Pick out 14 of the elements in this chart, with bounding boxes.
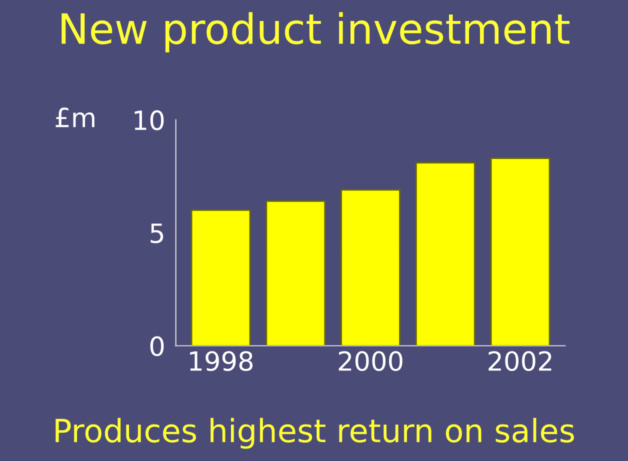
bar	[266, 200, 326, 346]
y-axis-title: £m	[56, 108, 94, 128]
x-tick-label: 2000	[338, 351, 402, 372]
x-tick-label: 2002	[488, 351, 552, 372]
x-tick-label: 1998	[190, 351, 253, 372]
bar	[416, 162, 476, 346]
y-tick-label: 0	[150, 336, 164, 356]
y-tick-label: 5	[150, 224, 164, 244]
bar	[490, 158, 550, 346]
bar	[190, 210, 251, 346]
y-tick-label: 10	[134, 110, 164, 130]
chart-title: New product investment	[62, 12, 570, 52]
bar	[340, 189, 400, 346]
text: Produces highest return on sales	[56, 418, 574, 449]
